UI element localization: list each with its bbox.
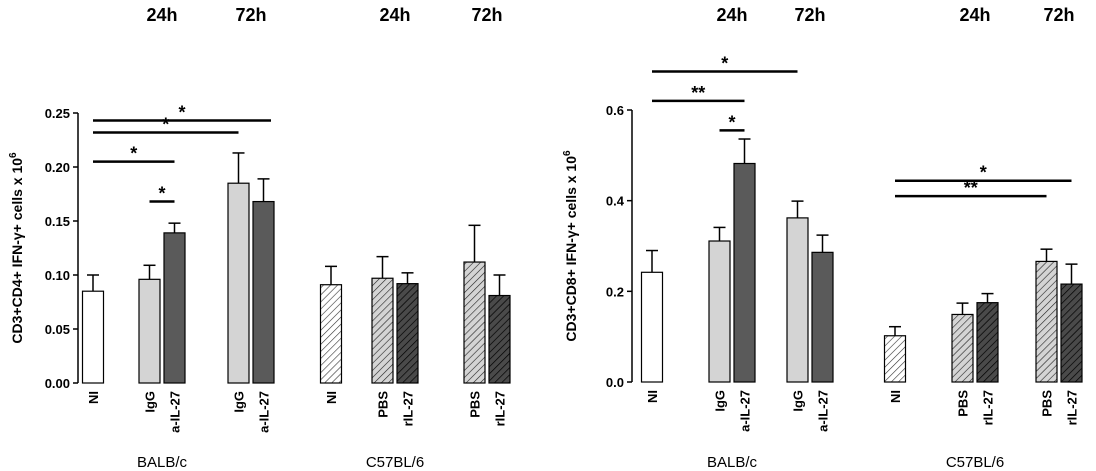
x-label-ail27_72: a-IL-27 (257, 391, 272, 433)
time-label: 72h (471, 5, 502, 25)
right-chart-cd8: 0.0 0.2 0.4 0.6 CD3+CD8+ IFN-γ+ cells x 106 2… (562, 5, 1083, 471)
bar-pbs_72 (463, 261, 486, 384)
x-label-ail27_24: a-IL-27 (738, 390, 753, 432)
y-tick-label: 0.25 (45, 106, 70, 121)
x-label-ril27_72: rIL-27 (1065, 390, 1080, 425)
significance-star: * (130, 144, 137, 164)
bar-ril27_72 (1060, 283, 1083, 383)
time-label: 24h (146, 5, 177, 25)
bar-igg_24 (138, 278, 161, 384)
significance-star: ** (964, 178, 978, 198)
strain-label: BALB/c (137, 454, 188, 471)
bar-pbs_72 (1035, 260, 1058, 383)
x-label-ni_c57: NI (888, 390, 903, 403)
x-label-ail27_24: a-IL-27 (168, 391, 183, 433)
bar-ail27_72 (811, 251, 834, 383)
bar-igg_72 (227, 182, 250, 384)
time-label: 72h (1043, 5, 1074, 25)
bar-ni_c57 (883, 335, 907, 383)
bar-ril27_24 (396, 283, 419, 384)
bar-ni_balb (640, 271, 664, 383)
time-label: 24h (716, 5, 747, 25)
x-label-ail27_72: a-IL-27 (816, 390, 831, 432)
y-axis-title-exponent: 6 (562, 150, 573, 156)
x-label-ni_balb: NI (86, 391, 101, 404)
x-label-igg_24: IgG (143, 391, 158, 413)
y-axis-title-main: CD3+CD8+ IFN-γ+ cells x 10 (563, 156, 579, 342)
x-label-ril27_24: rIL-27 (981, 390, 996, 425)
x-label-ril27_72: rIL-27 (493, 391, 508, 426)
y-axis-title: CD3+CD4+ IFN-γ+ cells x 106 (8, 152, 25, 344)
y-tick-label: 0.0 (606, 375, 624, 390)
strain-label: BALB/c (707, 454, 758, 471)
time-label: 24h (959, 5, 990, 25)
significance-star: * (728, 112, 735, 132)
bar-ni_c57 (319, 284, 343, 384)
x-label-pbs_24: PBS (376, 391, 391, 418)
x-label-ni_c57: NI (324, 391, 339, 404)
bar-pbs_24 (371, 277, 394, 384)
bar-ail27_24 (733, 162, 756, 383)
significance-star: ** (691, 83, 705, 103)
significance-star: * (721, 53, 728, 73)
strain-label: C57BL/6 (946, 454, 1004, 471)
bar-igg_72 (786, 217, 809, 383)
y-tick-label: 0.10 (45, 268, 70, 283)
x-label-ni_balb: NI (645, 390, 660, 403)
bar-ril27_24 (976, 302, 999, 383)
significance-star: * (162, 114, 169, 134)
y-axis-title-exponent: 6 (8, 152, 19, 158)
x-label-ril27_24: rIL-27 (401, 391, 416, 426)
x-label-igg_24: IgG (713, 390, 728, 412)
bar-igg_24 (708, 240, 731, 383)
y-tick-label: 0.6 (606, 103, 624, 118)
left-chart-cd4: 0.00 0.05 0.10 0.15 0.20 0.25 CD3+CD4+ IFN-γ+ … (8, 5, 511, 471)
bar-pbs_24 (951, 313, 974, 383)
bar-ail27_24 (163, 232, 186, 384)
y-tick-label: 0.15 (45, 214, 70, 229)
y-tick-label: 0.20 (45, 160, 70, 175)
x-label-pbs_24: PBS (956, 390, 971, 417)
strain-label: C57BL/6 (366, 454, 424, 471)
significance-star: * (980, 163, 987, 183)
x-label-igg_72: IgG (791, 390, 806, 412)
x-label-igg_72: IgG (232, 391, 247, 413)
bar-ril27_72 (488, 294, 511, 384)
time-label: 72h (235, 5, 266, 25)
y-tick-label: 0.05 (45, 322, 70, 337)
significance-star: * (178, 103, 185, 123)
bar-ni_balb (81, 290, 105, 384)
y-axis-title: CD3+CD8+ IFN-γ+ cells x 106 (562, 150, 579, 342)
x-label-pbs_72: PBS (468, 391, 483, 418)
y-tick-label: 0.00 (45, 376, 70, 391)
time-label: 72h (794, 5, 825, 25)
y-axis-title-main: CD3+CD4+ IFN-γ+ cells x 10 (9, 158, 25, 344)
time-label: 24h (379, 5, 410, 25)
significance-star: * (158, 184, 165, 204)
x-label-pbs_72: PBS (1040, 390, 1055, 417)
bar-ail27_72 (252, 200, 275, 384)
y-tick-label: 0.2 (606, 284, 624, 299)
y-tick-label: 0.4 (606, 194, 625, 209)
